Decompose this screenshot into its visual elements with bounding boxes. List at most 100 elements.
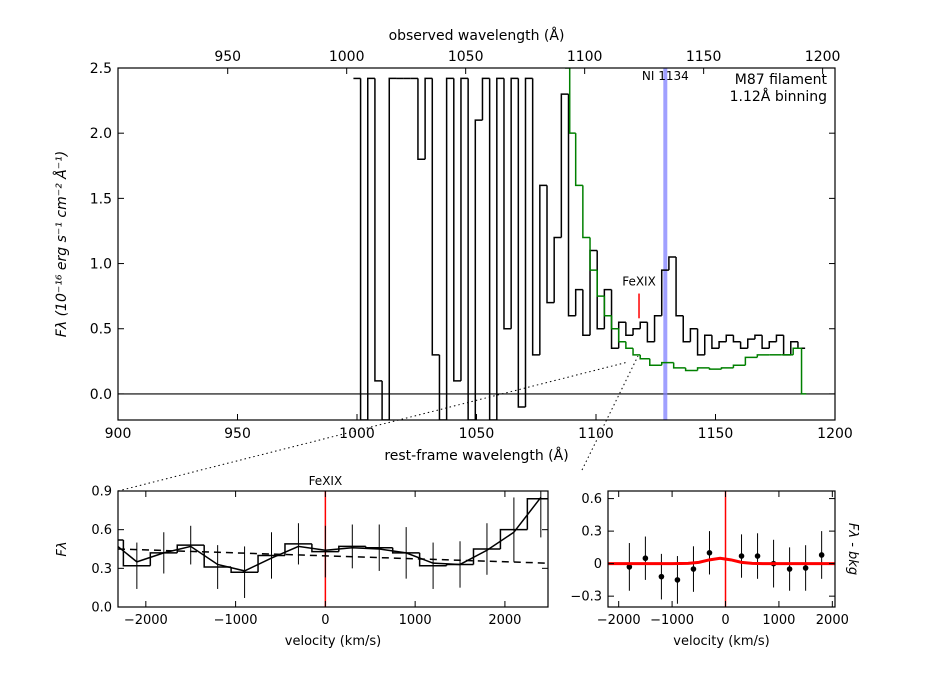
step — [682, 315, 691, 343]
step — [424, 77, 433, 160]
step — [639, 321, 648, 329]
y-tick-label: 2.0 — [90, 126, 112, 142]
step — [675, 257, 684, 317]
step — [720, 367, 734, 370]
frame — [117, 490, 549, 608]
plot-area — [118, 491, 548, 607]
model-line — [608, 556, 835, 566]
note: 1.12Å binning — [730, 88, 827, 105]
step — [445, 77, 454, 420]
x-tick-label: −2000 — [597, 613, 641, 628]
step — [582, 185, 591, 239]
step — [768, 341, 777, 349]
step — [531, 78, 540, 356]
x-tick-label: 1000 — [399, 613, 432, 628]
step — [311, 543, 339, 553]
step — [388, 77, 397, 420]
step — [696, 328, 705, 356]
y-tick-label: 1.5 — [90, 191, 112, 207]
y-tick-label: 0.9 — [91, 485, 112, 500]
step — [431, 78, 440, 356]
y-tick-label: −0.3 — [570, 590, 602, 605]
step — [381, 380, 390, 420]
step — [639, 354, 650, 360]
step — [792, 347, 802, 355]
step — [359, 78, 368, 420]
step — [625, 341, 634, 350]
step — [574, 288, 583, 316]
x-axis-label: velocity (km/s) — [285, 634, 381, 649]
step — [790, 341, 798, 355]
step — [539, 184, 548, 355]
note: M87 filament — [735, 72, 828, 88]
x-tick-label: 1100 — [578, 426, 614, 442]
step — [418, 552, 447, 567]
step — [632, 327, 641, 336]
frame — [607, 490, 836, 608]
y-tick-label: 0.6 — [581, 492, 602, 507]
step — [589, 237, 598, 271]
step — [775, 334, 784, 342]
step — [553, 236, 562, 303]
x-tick-label: 1000 — [339, 426, 375, 442]
x2-tick-label: 950 — [214, 49, 241, 65]
x-tick-label: 1200 — [817, 426, 853, 442]
x-axis-label: velocity (km/s) — [673, 634, 769, 649]
y-axis-label: Fλ — [55, 541, 70, 556]
annotation-label: FeXIX — [622, 275, 656, 289]
step — [574, 133, 583, 187]
panel: FeXIX −2000 −1000 0 1000 2000 0.0 0.3 0.6 0.9 velo… — [55, 474, 549, 649]
x-tick-label: 2000 — [488, 613, 521, 628]
step — [744, 356, 758, 366]
step — [668, 256, 677, 271]
step — [488, 78, 497, 420]
step — [367, 77, 375, 420]
x-tick-label: −1000 — [214, 613, 258, 628]
step — [754, 334, 763, 340]
step — [467, 78, 476, 420]
y-axis-label: Fλ (10⁻¹⁶ erg s⁻¹ cm⁻² Å⁻¹) — [53, 151, 70, 337]
step — [503, 78, 512, 330]
x2-tick-label: 1150 — [686, 49, 722, 65]
step — [708, 367, 722, 370]
annotation-label: NI 1134 — [642, 69, 689, 83]
step — [568, 68, 576, 134]
y-tick-label: 0 — [594, 557, 602, 572]
step — [603, 296, 612, 317]
zoom-connector — [581, 355, 639, 471]
y-tick-label: 2.5 — [90, 61, 112, 77]
x-tick-label: −2000 — [124, 613, 168, 628]
step — [739, 341, 748, 350]
step — [632, 348, 641, 356]
model-line — [118, 496, 542, 572]
step — [510, 77, 519, 329]
step — [582, 289, 591, 337]
step — [672, 362, 686, 369]
x-tick-label: 900 — [105, 426, 132, 442]
x2-tick-label: 1200 — [805, 49, 841, 65]
y-tick-label: 0.0 — [90, 387, 112, 403]
x-tick-label: 1000 — [762, 613, 795, 628]
step — [718, 341, 727, 349]
y-tick-label: 0.5 — [90, 322, 112, 338]
step — [338, 545, 366, 552]
step — [725, 334, 734, 342]
step — [230, 567, 259, 573]
step — [660, 269, 669, 316]
step — [646, 322, 655, 343]
step — [603, 288, 612, 329]
step — [625, 322, 634, 337]
step — [589, 249, 598, 336]
annotation-label: FeXIX — [309, 474, 343, 488]
step — [800, 348, 807, 395]
step — [596, 250, 605, 330]
step — [481, 77, 490, 121]
y-tick-label: 0.3 — [91, 562, 112, 577]
plot-area — [118, 68, 835, 420]
plot-area — [608, 491, 835, 607]
step — [438, 354, 447, 420]
x-tick-label: 1050 — [459, 426, 495, 442]
panel: −2000 −1000 0 1000 2000 −0.3 0 0.3 0.6 velocity (… — [570, 490, 860, 649]
step — [797, 341, 806, 350]
